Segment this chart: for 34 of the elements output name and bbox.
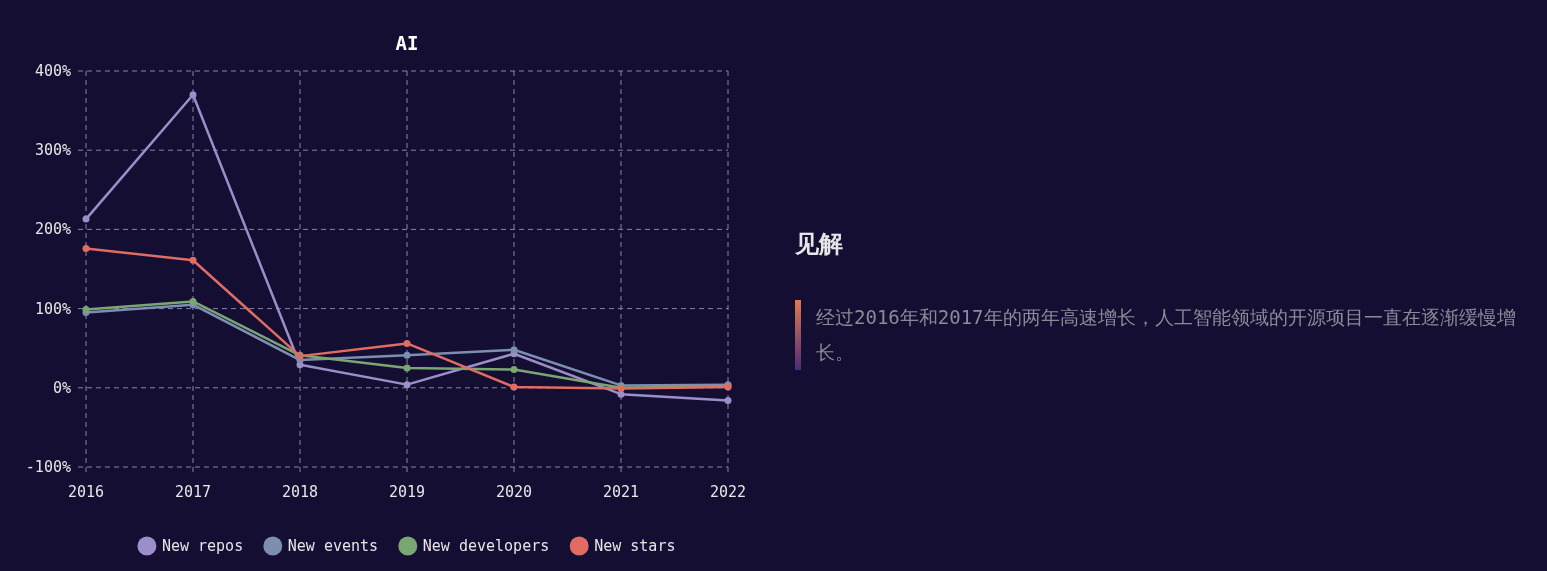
x-tick-label: 2022 xyxy=(709,483,747,501)
legend-label: New developers xyxy=(422,537,550,555)
text: 经过2016年和2017年的两年高速增长，人工智能领域的开源项目一直在逐渐缓慢增长。 xyxy=(795,300,1530,370)
point xyxy=(189,91,197,99)
point xyxy=(403,381,411,389)
point xyxy=(403,351,411,359)
point xyxy=(82,215,90,223)
text: 见解 xyxy=(795,228,844,260)
point xyxy=(724,396,732,404)
x-tick-label: 2021 xyxy=(602,483,640,501)
y-tick-label: 100% xyxy=(34,299,71,318)
x-tick-label: 2018 xyxy=(281,483,319,501)
point xyxy=(189,297,197,305)
point xyxy=(510,366,518,374)
legend-label: New events xyxy=(287,537,379,555)
y-tick-label: 400% xyxy=(34,62,71,80)
y-tick-label: 300% xyxy=(34,141,71,160)
point xyxy=(189,256,197,264)
point xyxy=(82,244,90,252)
legend-label: New stars xyxy=(594,537,676,555)
legend-label: New repos xyxy=(161,537,244,555)
point xyxy=(510,346,518,354)
y-tick-label: 0% xyxy=(52,378,71,397)
point xyxy=(403,364,411,372)
y-tick-label: -100% xyxy=(25,458,71,476)
y-tick-label: 200% xyxy=(34,220,71,239)
point xyxy=(82,305,90,313)
point xyxy=(510,383,518,391)
x-tick-label: 2019 xyxy=(388,483,426,501)
point xyxy=(403,339,411,347)
x-tick-label: 2016 xyxy=(67,483,105,501)
x-tick-label: 2020 xyxy=(495,483,533,501)
chart-title: AI xyxy=(395,32,419,54)
x-tick-label: 2017 xyxy=(174,483,212,501)
